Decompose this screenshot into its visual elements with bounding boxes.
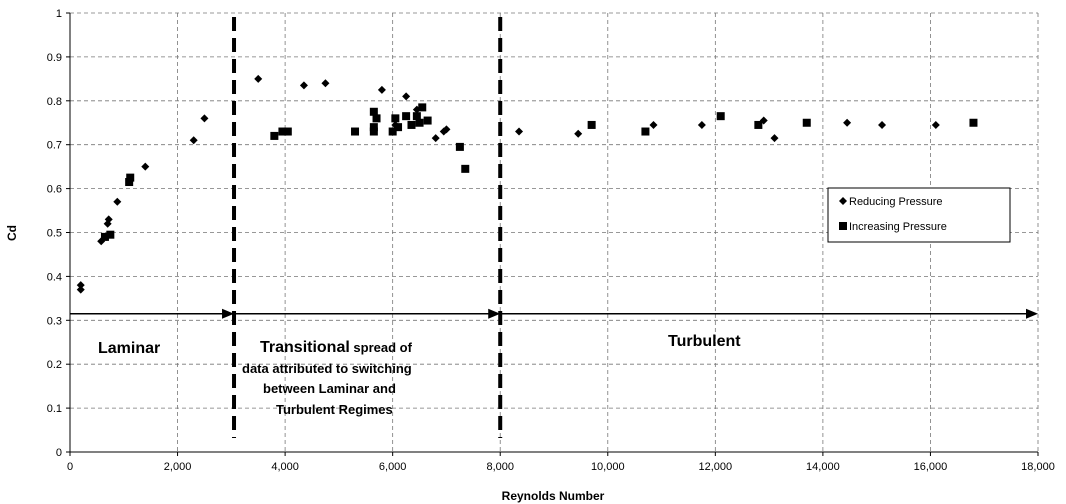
diamond-point [189,136,198,145]
x-tick-label: 2,000 [164,461,192,473]
x-tick-label: 0 [67,461,73,473]
x-tick-label: 6,000 [379,461,407,473]
diamond-point [321,79,330,88]
y-tick-label: 0 [56,447,62,459]
square-point [388,127,397,136]
diamond-point [431,134,440,143]
square-point [100,232,109,241]
x-tick-label: 4,000 [271,461,299,473]
square-point [278,127,287,136]
x-axis-title: Reynolds Number [502,489,605,503]
transitional-bold: Transitional [260,339,350,356]
data-points [76,74,978,294]
square-point [369,123,378,132]
square-point [802,118,811,127]
transitional-line-3: between Laminar and [263,381,396,396]
diamond-point [200,114,209,123]
square-point [641,127,650,136]
diamond-point [76,281,85,290]
x-tick-label: 16,000 [914,461,948,473]
diamond-point [113,197,122,206]
square-point [394,123,403,132]
y-tick-label: 0.2 [47,359,62,371]
x-tick-label: 12,000 [699,461,733,473]
diamond-point [254,74,263,83]
square-point [270,131,279,140]
square-point [587,120,596,129]
square-point [372,114,381,123]
square-point [369,127,378,136]
square-point [423,116,432,125]
diamond-point [141,162,150,171]
regime-markers [70,17,1038,438]
square-point [969,118,978,127]
diamond-point [931,120,940,129]
square-point [461,164,470,173]
y-tick-label: 0.7 [47,140,62,152]
axes [66,12,1039,456]
square-point [391,114,400,123]
x-tick-label: 10,000 [591,461,625,473]
square-point [754,120,763,129]
diamond-point [649,120,658,129]
y-tick-label: 0.1 [47,403,62,415]
regime-arrow-head [488,308,501,319]
y-tick-label: 0.9 [47,52,62,64]
legend-label-reducing: Reducing Pressure [849,196,943,208]
legend-diamond-marker [839,197,847,205]
square-point [106,230,115,239]
laminar-label: Laminar [98,340,160,357]
legend-box [827,187,1011,243]
diamond-point [878,120,887,129]
square-point [369,107,378,116]
y-axis-title: Cd [5,225,19,241]
transitional-line-2: data attributed to switching [242,361,412,376]
diamond-point [697,120,706,129]
diamond-point [442,125,451,134]
diamond-point [104,215,113,224]
square-point [716,112,725,121]
x-tick-label: 18,000 [1021,461,1055,473]
legend: Reducing Pressure Increasing Pressure [827,187,1011,243]
diamond-point [76,285,85,294]
y-tick-label: 0.6 [47,184,62,196]
square-point [455,142,464,151]
square-point [402,112,411,121]
square-point [125,178,134,187]
tick-labels: 0 2,000 4,000 6,000 8,000 10,000 12,000 14,000 1… [47,8,1055,473]
transitional-rest: spread of [350,340,413,355]
y-tick-label: 0.5 [47,228,62,240]
diamond-point [377,85,386,94]
legend-square-marker [839,222,847,230]
square-point [351,127,360,136]
y-tick-label: 1 [56,8,62,20]
diamond-point [299,81,308,90]
diamond-point [574,129,583,138]
square-point [126,173,135,182]
x-tick-label: 14,000 [806,461,840,473]
y-tick-label: 0.4 [47,271,62,283]
x-tick-label: 8,000 [486,461,514,473]
y-tick-label: 0.8 [47,96,62,108]
diamond-point [770,134,779,143]
diamond-point [402,92,411,101]
legend-label-increasing: Increasing Pressure [849,221,947,233]
transitional-line-1: Transitional spread of [260,339,413,356]
square-point [415,118,424,127]
transitional-line-4: Turbulent Regimes [276,402,393,417]
square-point [407,120,416,129]
turbulent-label: Turbulent [668,333,741,350]
diamond-point [843,118,852,127]
square-point [418,103,427,112]
diamond-point [515,127,524,136]
regime-arrow-head [1026,308,1038,319]
regime-arrow-head [222,308,235,319]
square-point [412,112,421,121]
square-point [283,127,292,136]
y-tick-label: 0.3 [47,315,62,327]
